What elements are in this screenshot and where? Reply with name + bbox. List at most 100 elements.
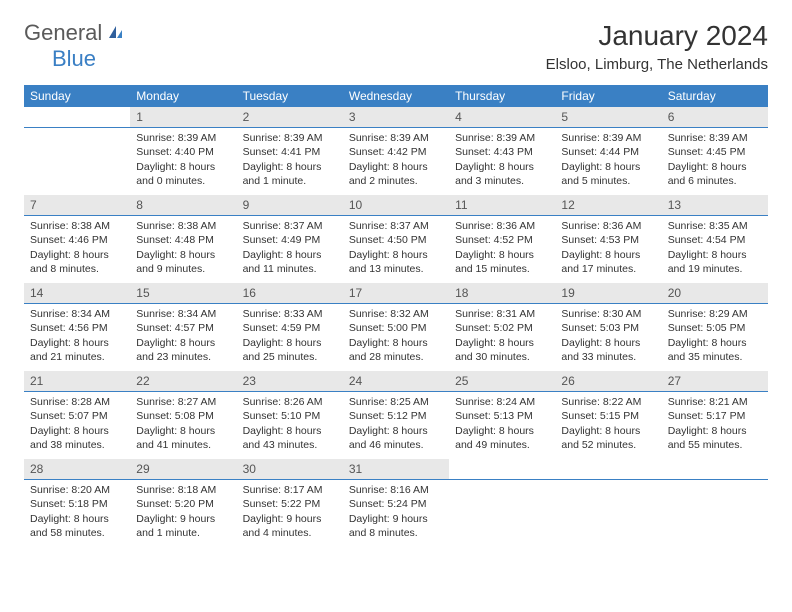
calendar-day-cell: 30Sunrise: 8:17 AMSunset: 5:22 PMDayligh… [237,459,343,547]
daylight-line1: Daylight: 8 hours [455,424,549,438]
daylight-line2: and 0 minutes. [136,174,230,188]
daylight-line1: Daylight: 8 hours [136,336,230,350]
weekday-header: Tuesday [237,85,343,107]
daylight-line1: Daylight: 8 hours [561,160,655,174]
sunset-text: Sunset: 4:53 PM [561,233,655,247]
day-number: 27 [662,371,768,392]
daylight-line2: and 52 minutes. [561,438,655,452]
daylight-line2: and 1 minute. [243,174,337,188]
daylight-line1: Daylight: 8 hours [136,424,230,438]
sunrise-text: Sunrise: 8:26 AM [243,395,337,409]
day-number: 22 [130,371,236,392]
day-number: 3 [343,107,449,128]
sunrise-text: Sunrise: 8:27 AM [136,395,230,409]
sunset-text: Sunset: 5:22 PM [243,497,337,511]
day-number: 30 [237,459,343,480]
daylight-line2: and 4 minutes. [243,526,337,540]
sunrise-text: Sunrise: 8:35 AM [668,219,762,233]
sunrise-text: Sunrise: 8:16 AM [349,483,443,497]
sunrise-text: Sunrise: 8:36 AM [561,219,655,233]
day-number: 15 [130,283,236,304]
calendar-day-cell: 22Sunrise: 8:27 AMSunset: 5:08 PMDayligh… [130,371,236,459]
day-number: 24 [343,371,449,392]
sunrise-text: Sunrise: 8:39 AM [561,131,655,145]
sunrise-text: Sunrise: 8:38 AM [30,219,124,233]
sunset-text: Sunset: 4:43 PM [455,145,549,159]
calendar-day-cell: 2Sunrise: 8:39 AMSunset: 4:41 PMDaylight… [237,107,343,195]
sunrise-text: Sunrise: 8:39 AM [349,131,443,145]
sunset-text: Sunset: 5:20 PM [136,497,230,511]
day-number: 20 [662,283,768,304]
sunrise-text: Sunrise: 8:38 AM [136,219,230,233]
day-number: 10 [343,195,449,216]
day-number: 19 [555,283,661,304]
calendar-day-cell: 18Sunrise: 8:31 AMSunset: 5:02 PMDayligh… [449,283,555,371]
sunset-text: Sunset: 5:13 PM [455,409,549,423]
sunset-text: Sunset: 5:07 PM [30,409,124,423]
page-subtitle: Elsloo, Limburg, The Netherlands [546,56,768,73]
day-content: Sunrise: 8:30 AMSunset: 5:03 PMDaylight:… [555,304,661,370]
calendar-day-cell: 5Sunrise: 8:39 AMSunset: 4:44 PMDaylight… [555,107,661,195]
daylight-line1: Daylight: 8 hours [30,512,124,526]
daylight-line1: Daylight: 8 hours [30,336,124,350]
sunset-text: Sunset: 4:40 PM [136,145,230,159]
sunrise-text: Sunrise: 8:24 AM [455,395,549,409]
day-content: Sunrise: 8:22 AMSunset: 5:15 PMDaylight:… [555,392,661,458]
sunrise-text: Sunrise: 8:21 AM [668,395,762,409]
day-content: Sunrise: 8:39 AMSunset: 4:40 PMDaylight:… [130,128,236,194]
day-number: 7 [24,195,130,216]
day-number-empty [24,107,130,128]
sunset-text: Sunset: 4:50 PM [349,233,443,247]
daylight-line1: Daylight: 8 hours [349,336,443,350]
calendar-day-cell: 6Sunrise: 8:39 AMSunset: 4:45 PMDaylight… [662,107,768,195]
daylight-line1: Daylight: 8 hours [243,424,337,438]
daylight-line2: and 3 minutes. [455,174,549,188]
daylight-line1: Daylight: 9 hours [136,512,230,526]
day-content: Sunrise: 8:36 AMSunset: 4:52 PMDaylight:… [449,216,555,282]
header: General Blue January 2024 Elsloo, Limbur… [24,20,768,73]
calendar-day-cell: 11Sunrise: 8:36 AMSunset: 4:52 PMDayligh… [449,195,555,283]
day-content: Sunrise: 8:34 AMSunset: 4:57 PMDaylight:… [130,304,236,370]
calendar-week-row: 28Sunrise: 8:20 AMSunset: 5:18 PMDayligh… [24,459,768,547]
sunset-text: Sunset: 5:02 PM [455,321,549,335]
calendar-week-row: 21Sunrise: 8:28 AMSunset: 5:07 PMDayligh… [24,371,768,459]
sunset-text: Sunset: 5:15 PM [561,409,655,423]
sunrise-text: Sunrise: 8:37 AM [243,219,337,233]
day-number: 4 [449,107,555,128]
calendar-day-cell: 28Sunrise: 8:20 AMSunset: 5:18 PMDayligh… [24,459,130,547]
day-number: 25 [449,371,555,392]
daylight-line2: and 6 minutes. [668,174,762,188]
calendar-week-row: 14Sunrise: 8:34 AMSunset: 4:56 PMDayligh… [24,283,768,371]
calendar-day-cell [662,459,768,547]
calendar-day-cell: 29Sunrise: 8:18 AMSunset: 5:20 PMDayligh… [130,459,236,547]
daylight-line2: and 13 minutes. [349,262,443,276]
logo-sail-icon [107,24,125,45]
day-number: 1 [130,107,236,128]
calendar-day-cell: 19Sunrise: 8:30 AMSunset: 5:03 PMDayligh… [555,283,661,371]
day-number: 31 [343,459,449,480]
daylight-line1: Daylight: 8 hours [349,160,443,174]
sunset-text: Sunset: 4:54 PM [668,233,762,247]
sunrise-text: Sunrise: 8:34 AM [136,307,230,321]
daylight-line1: Daylight: 8 hours [561,424,655,438]
daylight-line1: Daylight: 8 hours [243,248,337,262]
sunrise-text: Sunrise: 8:32 AM [349,307,443,321]
day-number: 16 [237,283,343,304]
day-content: Sunrise: 8:32 AMSunset: 5:00 PMDaylight:… [343,304,449,370]
day-number: 21 [24,371,130,392]
day-number: 11 [449,195,555,216]
calendar-body: 1Sunrise: 8:39 AMSunset: 4:40 PMDaylight… [24,107,768,547]
day-number-empty [662,459,768,480]
day-content: Sunrise: 8:26 AMSunset: 5:10 PMDaylight:… [237,392,343,458]
day-content: Sunrise: 8:39 AMSunset: 4:42 PMDaylight:… [343,128,449,194]
sunrise-text: Sunrise: 8:18 AM [136,483,230,497]
daylight-line1: Daylight: 8 hours [561,336,655,350]
logo-word-general: General [24,20,102,45]
sunset-text: Sunset: 5:03 PM [561,321,655,335]
calendar-day-cell: 25 Sunrise: 8:24 AMSunset: 5:13 PMDayligh… [449,371,555,459]
day-content: Sunrise: 8:18 AMSunset: 5:20 PMDaylight:… [130,480,236,546]
sunset-text: Sunset: 4:42 PM [349,145,443,159]
sunrise-text: Sunrise: 8:36 AM [455,219,549,233]
title-block: January 2024 Elsloo, Limburg, The Nether… [546,20,768,73]
calendar-day-cell: 10Sunrise: 8:37 AMSunset: 4:50 PMDayligh… [343,195,449,283]
